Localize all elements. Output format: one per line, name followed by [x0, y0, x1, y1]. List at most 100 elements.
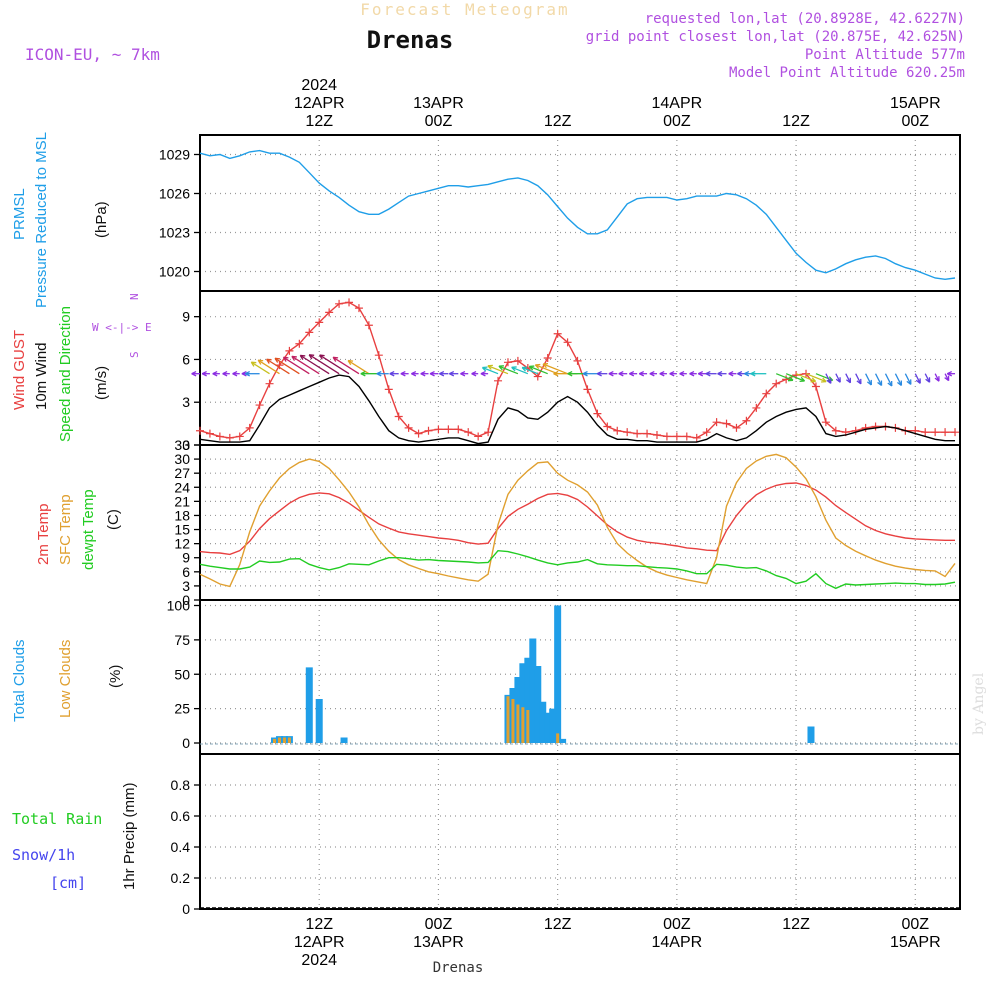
wind-arrow-head [826, 378, 832, 384]
wind-arrow-head [799, 376, 806, 383]
pressure-side-labels: PRMSL Pressure Reduced to MSL (hPa) [11, 132, 110, 308]
wind-arrow-head [460, 370, 466, 377]
gust-marker [732, 423, 741, 432]
wind-arrow-head [511, 366, 517, 372]
wind-arrow-head [737, 370, 743, 377]
ytick-label: 0 [182, 735, 190, 751]
gust-marker [692, 433, 701, 442]
wind-arrow [308, 354, 340, 375]
bottom-time-label: 12APR [294, 934, 345, 951]
ytick-label: 30 [174, 451, 190, 467]
wind-arrow-head [400, 370, 406, 377]
model-point-altitude: Model Point Altitude 620.25m [729, 65, 965, 81]
gust-marker [782, 375, 791, 384]
gust-marker [712, 418, 721, 427]
gust-marker [921, 428, 930, 437]
wind-arrow-head [389, 370, 395, 377]
sfc-temp-line [199, 453, 956, 588]
wind-arrow-head [697, 370, 704, 377]
wind-arrow-head [679, 370, 685, 377]
low-cloud-label: Low Clouds [57, 640, 74, 718]
total-cloud-bar [305, 667, 313, 743]
wind-arrow [291, 355, 320, 375]
requested-lonlat: requested lon,lat (20.8928E, 42.6227N) [645, 11, 965, 27]
gust-label: Wind GUST [11, 330, 28, 410]
gust-marker [722, 419, 731, 428]
wind-arrow [274, 357, 300, 375]
wind-arrow-head [487, 364, 493, 370]
wind-unit: (m/s) [93, 366, 110, 400]
total-cloud-bar [524, 657, 532, 743]
wind-arrow-head [705, 370, 711, 377]
wind-arrow [266, 358, 290, 375]
wind-arrow-head [925, 377, 931, 383]
super-title: Forecast Meteogram [360, 0, 569, 19]
ytick-label: 18 [174, 507, 190, 523]
top-time-label: 12Z [782, 113, 810, 130]
gust-marker [772, 379, 781, 388]
wind-arrow-head [429, 370, 435, 377]
gust-marker [394, 412, 403, 421]
gust-marker [583, 385, 592, 394]
wind-arrow [319, 354, 350, 375]
rain-label: Total Rain [12, 810, 102, 828]
wind-arrow-head [856, 378, 862, 385]
wind-arrow-head [906, 379, 912, 385]
wind-arrow-head [866, 379, 872, 386]
ytick-label: 0.8 [171, 777, 191, 793]
top-time-label: 14APR [652, 95, 703, 112]
cloud-unit: (%) [107, 665, 124, 688]
wind-arrow-head [471, 370, 477, 377]
gust-marker [662, 432, 671, 441]
wind-arrow [845, 373, 851, 384]
gust-marker [871, 422, 880, 431]
gust-marker [563, 338, 572, 347]
gust-marker [484, 428, 493, 437]
wind-arrow [482, 366, 499, 375]
footer-station: Drenas [433, 960, 484, 976]
wind-arrow-head [449, 370, 455, 377]
gust-marker [265, 379, 274, 388]
panel-frame [199, 134, 961, 292]
panel-wind: 0 3 6 9 [182, 290, 961, 453]
wind-arrow-head [411, 370, 417, 377]
wind-arrow [347, 359, 370, 375]
gust-marker [464, 428, 473, 437]
gust-marker [762, 389, 771, 398]
wind-arrow [924, 373, 931, 383]
panel-frame [199, 599, 961, 755]
wind-arrow-head [897, 380, 903, 386]
top-time-label: 12Z [305, 113, 333, 130]
total-cloud-bar [315, 699, 323, 743]
low-cloud-bar [287, 737, 291, 743]
ytick-label: 75 [174, 632, 190, 648]
gust-marker [931, 428, 940, 437]
ytick-label: 50 [174, 666, 190, 682]
gust-marker [652, 431, 661, 440]
wind-arrow-head [480, 370, 486, 377]
gust-marker [215, 432, 224, 441]
model-label: ICON-EU, ~ 7km [25, 45, 160, 64]
ytick-label: 0 [182, 592, 190, 608]
wind-label: 10m Wind [33, 342, 50, 410]
wind-arrow-head [567, 370, 573, 377]
gust-marker [613, 426, 622, 435]
cloud-side-labels: Total Clouds Low Clouds (%) [11, 639, 124, 722]
wind-arrow-head [376, 370, 382, 377]
bottom-time-label: 2024 [301, 952, 337, 969]
wind-arrow-head [521, 366, 528, 372]
wind-side-labels: Wind GUST 10m Wind Speed and Direction (… [11, 293, 152, 442]
wind-arrow [884, 373, 893, 387]
gust-marker [235, 432, 244, 441]
bottom-time-label: 12Z [305, 916, 333, 933]
wind-arrow-head [332, 356, 339, 362]
wind-arrow-head [241, 370, 247, 377]
gust-marker [861, 423, 870, 432]
gust-marker [494, 376, 503, 385]
ytick-label: 6 [182, 351, 190, 367]
total-cloud-bar [519, 663, 527, 743]
wind-arrow [542, 363, 568, 375]
wind-arrow-head [191, 370, 197, 377]
gust-marker [414, 429, 423, 438]
